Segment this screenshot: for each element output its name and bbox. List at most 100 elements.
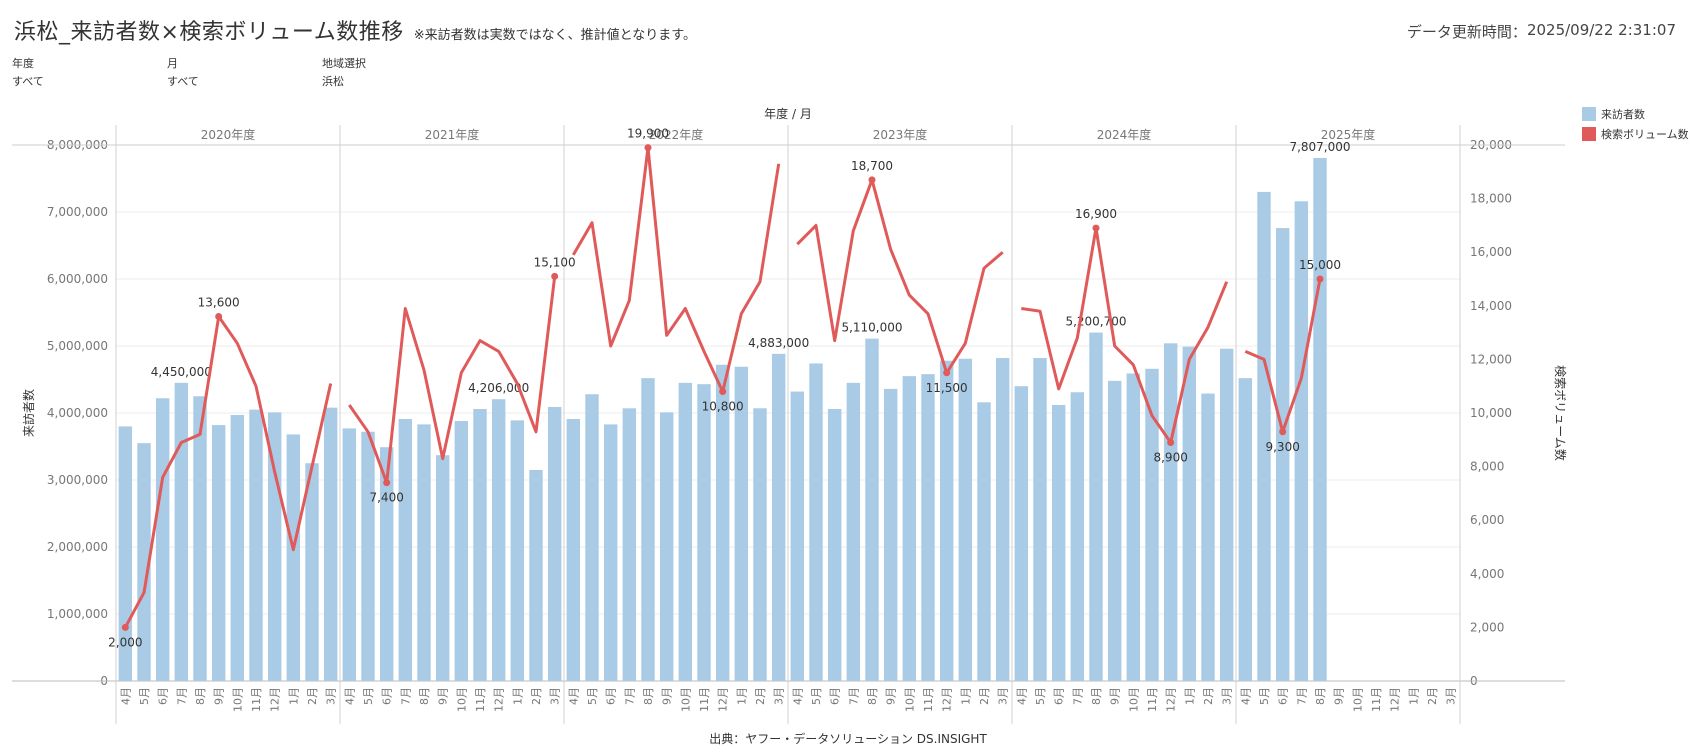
- year-header: 2021年度: [425, 127, 480, 142]
- year-header: 2022年度: [649, 127, 704, 142]
- title-row: 浜松_来訪者数×検索ボリューム数推移 ※来訪者数は実数ではなく、推計値となります…: [14, 14, 696, 46]
- month-tick-label: 8月: [866, 687, 879, 705]
- month-tick-label: 12月: [269, 687, 282, 712]
- year-header: 2025年度: [1321, 127, 1376, 142]
- filter-region-label: 地域選択: [322, 57, 366, 70]
- visitor-bar: [809, 363, 823, 681]
- visitor-data-label: 4,883,000: [748, 336, 809, 350]
- month-tick-label: 9月: [437, 687, 450, 705]
- visitor-bar: [1145, 368, 1159, 681]
- month-tick-label: 6月: [605, 687, 618, 705]
- visitor-data-label: 4,450,000: [151, 365, 212, 379]
- visitor-bar: [361, 431, 375, 681]
- search-volume-line: [348, 276, 557, 485]
- visitor-bar: [622, 408, 637, 681]
- source-note: 出典：ヤフー・データソリューション DS.INSIGHT: [709, 732, 987, 746]
- y2-tick-label: 18,000: [1470, 192, 1512, 206]
- month-tick-label: 1月: [511, 687, 524, 705]
- legend-label-search: 検索ボリューム数: [1601, 128, 1689, 141]
- y-tick-label: 6,000,000: [47, 272, 108, 286]
- y2-tick-label: 14,000: [1470, 299, 1512, 313]
- legend-item-visitors[interactable]: 来訪者数: [1582, 104, 1689, 124]
- visitor-bar: [1294, 201, 1309, 681]
- visitor-bar: [827, 408, 842, 681]
- month-tick-label: 2月: [530, 687, 543, 705]
- year-header: 2020年度: [201, 127, 256, 142]
- visitor-bar: [1201, 393, 1215, 681]
- month-tick-label: 9月: [1109, 687, 1122, 705]
- page-title: 浜松_来訪者数×検索ボリューム数推移: [14, 20, 404, 45]
- filter-year: 年度 すべて: [12, 55, 44, 89]
- legend-label-visitors: 来訪者数: [1601, 108, 1645, 121]
- y2-tick-label: 6,000: [1470, 513, 1504, 527]
- month-tick-label: 9月: [661, 687, 674, 705]
- month-tick-label: 3月: [549, 687, 562, 705]
- month-tick-label: 4月: [791, 687, 804, 705]
- month-tick-label: 12月: [493, 687, 506, 712]
- month-tick-label: 4月: [1015, 687, 1028, 705]
- month-tick-label: 3月: [1221, 687, 1234, 705]
- search-volume-line: [796, 178, 1004, 375]
- y2-tick-label: 4,000: [1470, 567, 1504, 581]
- visitor-bar: [846, 382, 861, 681]
- year-header: 2024年度: [1097, 127, 1152, 142]
- search-data-label: 10,800: [702, 400, 744, 414]
- month-tick-label: 2月: [1202, 687, 1215, 705]
- visitor-bar: [1275, 228, 1290, 681]
- month-tick-label: 2月: [1426, 687, 1439, 705]
- visitor-bar: [547, 406, 562, 681]
- month-tick-label: 5月: [1258, 687, 1271, 705]
- search-point: [383, 479, 391, 487]
- y2-tick-label: 8,000: [1470, 460, 1504, 474]
- month-tick-label: 5月: [362, 687, 375, 705]
- month-tick-label: 2月: [306, 687, 319, 705]
- y-tick-label: 2,000,000: [47, 540, 108, 554]
- filter-region-select[interactable]: 浜松: [322, 75, 344, 88]
- visitor-bar: [249, 409, 263, 681]
- month-tick-label: 9月: [213, 687, 226, 705]
- month-tick-label: 3月: [997, 687, 1010, 705]
- visitor-bar: [1033, 358, 1047, 681]
- visitor-bar: [155, 398, 170, 681]
- month-tick-label: 8月: [642, 687, 655, 705]
- filter-year-select[interactable]: すべて: [12, 75, 44, 88]
- month-tick-label: 3月: [1445, 687, 1458, 705]
- visitor-bar: [1126, 373, 1141, 681]
- month-tick-label: 7月: [1071, 687, 1084, 705]
- search-point: [121, 623, 129, 631]
- visitor-bar: [398, 419, 413, 681]
- filter-month-label: 月: [167, 57, 178, 70]
- search-point: [868, 176, 876, 184]
- y2-tick-label: 2,000: [1470, 620, 1504, 634]
- search-data-label: 9,300: [1265, 440, 1299, 454]
- filter-month-select[interactable]: すべて: [167, 75, 199, 88]
- month-tick-label: 4月: [343, 687, 356, 705]
- search-volume-line: [572, 146, 781, 394]
- visitor-bar: [1070, 392, 1085, 681]
- month-tick-label: 5月: [586, 687, 599, 705]
- month-tick-label: 2月: [754, 687, 767, 705]
- month-tick-label: 10月: [1127, 687, 1140, 712]
- visitor-bar: [1219, 348, 1234, 681]
- visitor-bar: [305, 463, 319, 681]
- legend-item-search[interactable]: 検索ボリューム数: [1582, 124, 1689, 144]
- visitor-bar: [977, 402, 991, 681]
- visitor-bar: [1163, 343, 1178, 681]
- visitor-bar: [529, 469, 543, 681]
- visitor-bar: [379, 447, 394, 681]
- month-tick-label: 11月: [1370, 687, 1383, 712]
- month-tick-label: 3月: [325, 687, 338, 705]
- search-data-label: 13,600: [198, 296, 240, 310]
- month-tick-label: 7月: [399, 687, 412, 705]
- update-time-value: 2025/09/22 2:31:07: [1526, 21, 1676, 39]
- month-tick-label: 10月: [903, 687, 916, 712]
- search-data-label: 18,700: [851, 159, 893, 173]
- visitor-bar: [1107, 380, 1122, 681]
- month-tick-label: 5月: [138, 687, 151, 705]
- visitor-bar: [118, 426, 133, 681]
- search-point: [1092, 224, 1100, 232]
- y-tick-label: 4,000,000: [47, 406, 108, 420]
- month-tick-label: 7月: [175, 687, 188, 705]
- search-point: [551, 272, 559, 280]
